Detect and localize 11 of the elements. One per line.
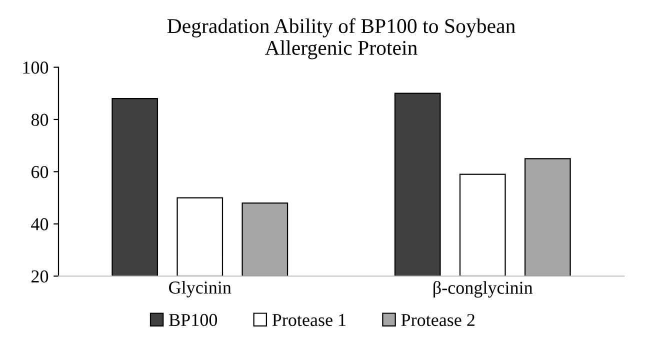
y-tick-label: 40 [31, 218, 48, 230]
y-tick-label: 60 [32, 166, 48, 178]
y-tick-label: 100 [23, 62, 48, 74]
y-tick-label: 80 [31, 114, 48, 126]
legend-label: BP100 [169, 314, 218, 326]
x-tick-label: β-conglycinin [434, 280, 533, 298]
legend-label: Protease 2 [401, 314, 474, 326]
legend-label: Protease 1 [272, 314, 346, 326]
y-tick-label: 20 [32, 270, 48, 283]
chart-title: Degradation Ability of BP100 to Soybean Allergenic Protein [167, 18, 516, 60]
x-tick-label: Glycinin [169, 280, 232, 298]
